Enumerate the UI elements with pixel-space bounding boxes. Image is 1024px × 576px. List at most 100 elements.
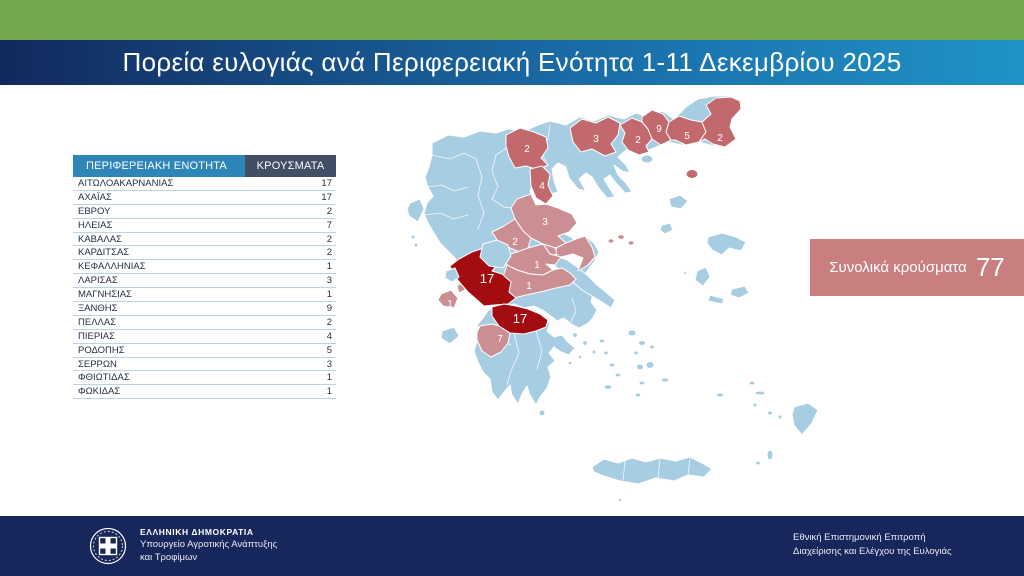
table-row: ΡΟΔΟΠΗΣ 5 (73, 344, 336, 358)
region-name: ΛΑΡΙΣΑΣ (78, 275, 118, 287)
map-label-larisas: 3 (542, 217, 548, 228)
region-cases: 17 (321, 177, 332, 189)
map-label-ileias: 7 (497, 334, 503, 345)
cases-table-body: ΑΙΤΩΛΟΑΚΑΡΝΑΝΙΑΣ 17 ΑΧΑΪΑΣ 17 ΕΒΡΟΥ 2 ΗΛ… (73, 177, 336, 400)
region-name: ΚΑΒΑΛΑΣ (78, 233, 122, 245)
map-label-fokidas: 1 (526, 281, 532, 292)
map-islands (406, 154, 819, 503)
greece-choropleth-map: 2 3 2 9 5 2 4 3 2 1 1 1 17 1 17 7 (380, 95, 830, 515)
region-cases: 9 (326, 302, 332, 314)
ministry-line-2: και Τροφίμων (140, 552, 198, 563)
total-cases-value: 77 (975, 252, 1005, 282)
table-row: ΠΕΛΛΑΣ 2 (73, 316, 336, 330)
map-island-sporades-1 (607, 238, 615, 244)
total-cases-label: Συνολικά κρούσματα (829, 259, 967, 276)
map-region-magnisias (542, 235, 596, 272)
ministry-line-1: Υπουργείο Αγροτικής Ανάπτυξης (140, 539, 278, 551)
region-name: ΣΕΡΡΩΝ (78, 358, 117, 370)
region-name: ΑΧΑΪΑΣ (78, 191, 112, 203)
map-label-kavalas: 2 (635, 135, 641, 146)
committee-text: Εθνική Επιστημονική Επιτροπή Διαχείρισης… (793, 531, 952, 560)
map-region-ileias (476, 323, 511, 358)
committee-line-2: Διαχείρισης και Ελέγχου της Ευλογιάς (793, 546, 952, 558)
region-name: ΜΑΓΝΗΣΙΑΣ (78, 289, 132, 301)
region-cases: 2 (326, 316, 332, 328)
region-cases: 2 (326, 247, 332, 259)
table-row: ΑΧΑΪΑΣ 17 (73, 191, 336, 205)
map-label-karditsas: 2 (512, 237, 518, 248)
table-row: ΗΛΕΙΑΣ 7 (73, 219, 336, 233)
region-cases: 3 (326, 275, 332, 287)
map-island-sporades-2 (617, 234, 625, 240)
table-row: ΕΒΡΟΥ 2 (73, 205, 336, 219)
region-cases: 1 (326, 289, 332, 301)
map-crete-borders (622, 457, 691, 482)
region-cases: 1 (326, 386, 332, 398)
greece-map-svg: 2 3 2 9 5 2 4 3 2 1 1 1 17 1 17 7 (406, 95, 819, 503)
region-cases: 5 (326, 344, 332, 356)
map-label-pellas: 2 (524, 144, 530, 155)
region-name: ΦΘΙΩΤΙΔΑΣ (78, 372, 130, 384)
region-cases: 1 (326, 372, 332, 384)
map-region-serron (569, 116, 621, 157)
title-bar: Πορεία ευλογιάς ανά Περιφερειακή Ενότητα… (0, 40, 1024, 85)
map-region-pellas (505, 127, 549, 171)
map-island-sporades-3 (627, 240, 635, 246)
region-name: ΠΕΛΛΑΣ (78, 316, 117, 328)
region-name: ΕΒΡΟΥ (78, 205, 111, 217)
footer-government-block: ΕΛΛΗΝΙΚΗ ΔΗΜΟΚΡΑΤΙΑ Υπουργείο Αγροτικής … (88, 525, 277, 567)
ministry-text: ΕΛΛΗΝΙΚΗ ΔΗΜΟΚΡΑΤΙΑ Υπουργείο Αγροτικής … (140, 527, 277, 565)
map-region-evrou (698, 96, 742, 148)
map-label-rodopis: 5 (684, 131, 690, 142)
map-region-kefallinias (437, 289, 459, 309)
region-cases: 4 (326, 330, 332, 342)
region-cases: 17 (321, 191, 332, 203)
map-label-fthiotidas: 1 (534, 260, 540, 271)
table-row: ΦΘΙΩΤΙΔΑΣ 1 (73, 371, 336, 386)
map-label-evrou: 2 (717, 133, 723, 144)
committee-line-1: Εθνική Επιστημονική Επιτροπή (793, 532, 926, 543)
region-name: ΡΟΔΟΠΗΣ (78, 344, 125, 356)
map-region-evrytania (479, 239, 512, 269)
map-label-kefallinias: 1 (447, 299, 453, 310)
region-name: ΚΕΦΑΛΛΗΝΙΑΣ (78, 261, 146, 273)
table-row: ΑΙΤΩΛΟΑΚΑΡΝΑΝΙΑΣ 17 (73, 177, 336, 191)
page-title: Πορεία ευλογιάς ανά Περιφερειακή Ενότητα… (122, 47, 902, 77)
region-cases: 3 (326, 358, 332, 370)
map-region-kavalas (619, 117, 653, 156)
cases-table-header: ΠΕΡΙΦΕΡΕΙΑΚΗ ΕΝΟΤΗΤΑ ΚΡΟΥΣΜΑΤΑ (73, 155, 336, 177)
total-cases-badge: Συνολικά κρούσματα 77 (810, 239, 1024, 296)
table-row: ΠΙΕΡΙΑΣ 4 (73, 330, 336, 344)
map-label-achaias: 17 (513, 311, 527, 326)
map-island-thasos (685, 169, 699, 179)
map-region-achaias (491, 303, 549, 335)
table-row: ΚΑΒΑΛΑΣ 2 (73, 233, 336, 247)
region-name: ΠΙΕΡΙΑΣ (78, 330, 116, 342)
map-region-pierias (529, 165, 554, 205)
region-name: ΑΙΤΩΛΟΑΚΑΡΝΑΝΙΑΣ (78, 177, 174, 189)
table-row: ΞΑΝΘΗΣ 9 (73, 302, 336, 316)
hellenic-republic-emblem-icon (89, 527, 127, 565)
map-label-magnisias: 1 (553, 247, 559, 258)
region-name: ΗΛΕΙΑΣ (78, 219, 113, 231)
column-header-region: ΠΕΡΙΦΕΡΕΙΑΚΗ ΕΝΟΤΗΤΑ (73, 155, 245, 177)
region-name: ΚΑΡΔΙΤΣΑΣ (78, 247, 130, 259)
region-name: ΦΩΚΙΔΑΣ (78, 386, 121, 398)
map-label-xanthis: 9 (656, 124, 662, 135)
map-label-serron: 3 (593, 134, 599, 145)
region-name: ΞΑΝΘΗΣ (78, 302, 118, 314)
region-cases: 2 (326, 233, 332, 245)
region-cases: 7 (326, 219, 332, 231)
region-cases: 2 (326, 205, 332, 217)
footer-bar: ΕΛΛΗΝΙΚΗ ΔΗΜΟΚΡΑΤΙΑ Υπουργείο Αγροτικής … (0, 516, 1024, 576)
table-row: ΜΑΓΝΗΣΙΑΣ 1 (73, 288, 336, 303)
table-row: ΣΕΡΡΩΝ 3 (73, 358, 336, 372)
cases-table: ΠΕΡΙΦΕΡΕΙΑΚΗ ΕΝΟΤΗΤΑ ΚΡΟΥΣΜΑΤΑ ΑΙΤΩΛΟΑΚΑ… (73, 155, 336, 400)
top-green-bar (0, 0, 1024, 40)
map-label-pierias: 4 (539, 181, 545, 192)
hellenic-republic-label: ΕΛΛΗΝΙΚΗ ΔΗΜΟΚΡΑΤΙΑ (140, 527, 254, 538)
region-cases: 1 (326, 261, 332, 273)
table-row: ΚΕΦΑΛΛΗΝΙΑΣ 1 (73, 260, 336, 275)
table-row: ΛΑΡΙΣΑΣ 3 (73, 274, 336, 289)
